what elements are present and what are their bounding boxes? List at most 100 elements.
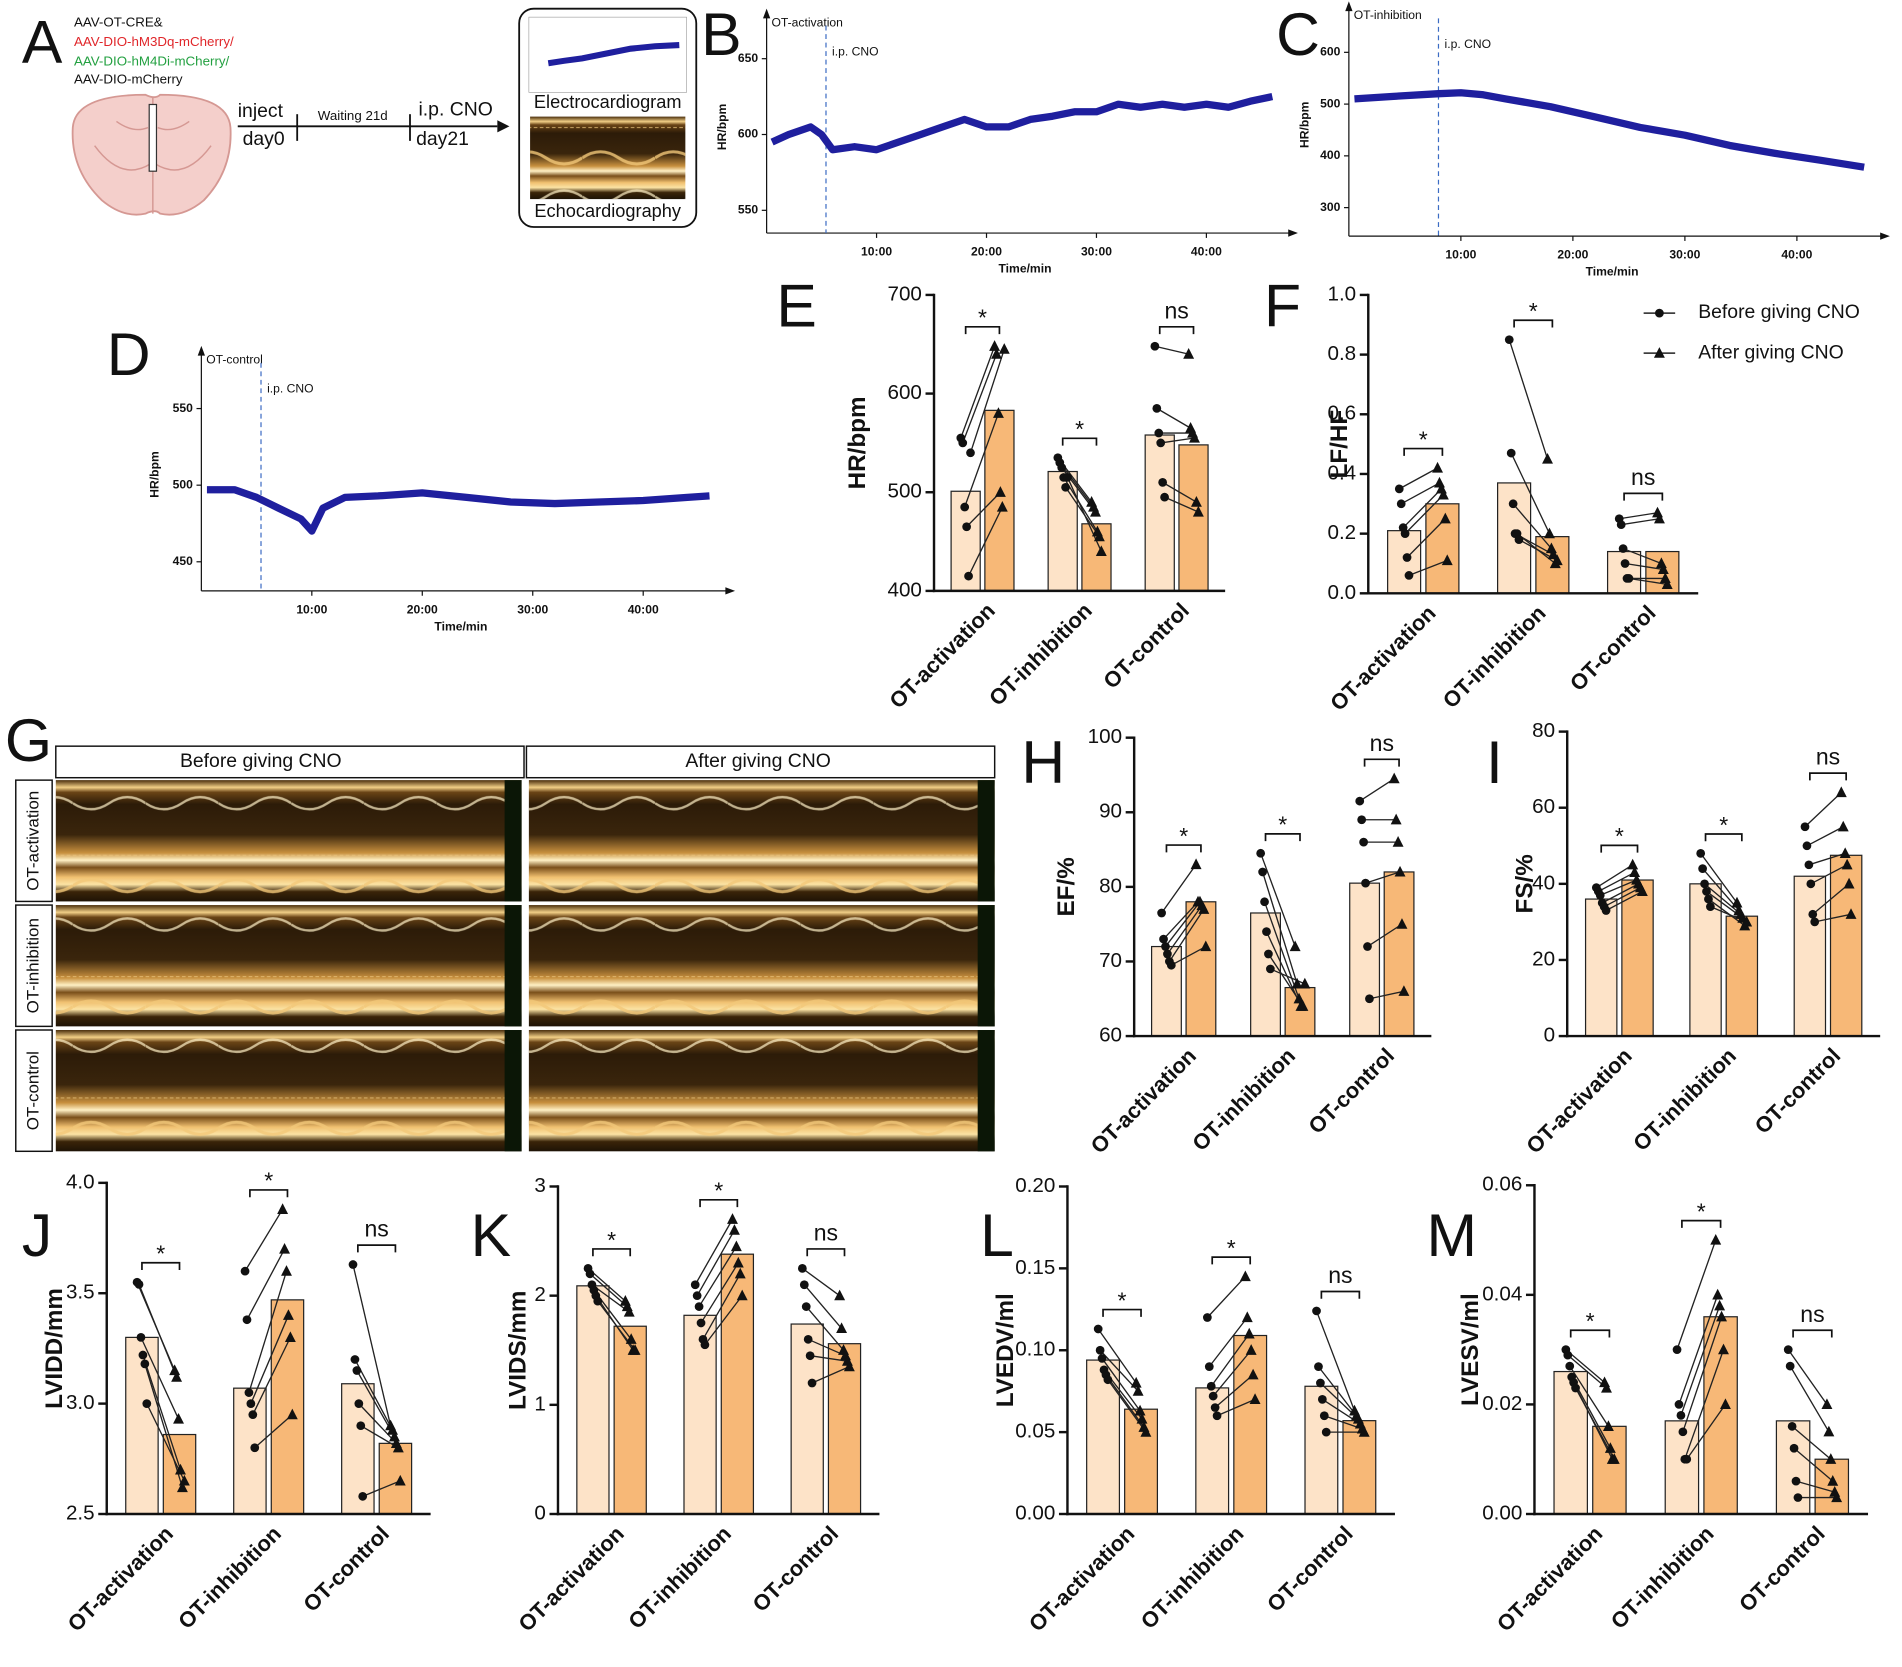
pair-line	[1795, 1480, 1835, 1493]
point-after	[1823, 1425, 1835, 1437]
point-after	[277, 1203, 289, 1214]
pair-line	[1059, 462, 1095, 508]
panel-letter: A	[22, 7, 63, 75]
pair-line	[1596, 864, 1634, 889]
sig-label: ns	[1328, 1262, 1352, 1288]
point-before	[797, 1263, 807, 1273]
recording-label: Echocardiography	[534, 201, 682, 221]
point-after	[1839, 847, 1851, 859]
timeline-label: day21	[416, 128, 469, 150]
sig-bracket	[357, 1244, 397, 1253]
y-tick-label: 0.05	[1015, 1420, 1055, 1443]
pair-line	[1260, 853, 1296, 947]
sig-bracket	[1623, 492, 1664, 501]
y-tick-label: 0	[1544, 1024, 1555, 1047]
point-after	[1841, 858, 1853, 870]
pair-line	[805, 1306, 845, 1351]
point-before	[1804, 860, 1814, 870]
point-after	[998, 343, 1010, 354]
pair-line	[698, 1246, 737, 1307]
point-after	[1189, 431, 1200, 443]
point-before	[1704, 894, 1713, 904]
panel-letter: D	[107, 320, 151, 388]
mini-ecg-trace	[547, 42, 680, 67]
y-tick-label: 0.00	[1015, 1501, 1055, 1524]
point-before	[1210, 1403, 1220, 1412]
point-before	[1396, 499, 1406, 509]
sig-bracket	[1681, 1219, 1722, 1228]
point-after	[279, 1243, 291, 1254]
vector-label: AAV-DIO-hM3Dq-mCherry/	[74, 34, 234, 49]
point-before	[1616, 520, 1626, 530]
point-before	[960, 502, 970, 512]
pair-line	[1166, 905, 1203, 955]
bar	[1621, 879, 1654, 1037]
sig-bracket	[806, 1248, 846, 1257]
bar	[1793, 875, 1827, 1037]
pair-line	[1398, 467, 1438, 490]
pair-line	[967, 506, 1003, 577]
point-after	[1192, 505, 1204, 517]
pair-line	[358, 1403, 397, 1444]
pair-line	[1567, 1354, 1607, 1389]
point-after	[1358, 1426, 1370, 1437]
row-header	[15, 1029, 53, 1153]
pair-line	[1208, 1317, 1248, 1368]
sig-bracket	[1165, 844, 1202, 853]
bar	[984, 409, 1015, 592]
point-before	[958, 438, 968, 448]
y-axis-label: LVIDS/mm	[505, 1291, 532, 1410]
point-before	[1266, 964, 1275, 974]
row-header	[15, 904, 53, 1028]
point-before	[1063, 473, 1072, 482]
point-before	[1514, 535, 1524, 544]
point-before	[1365, 994, 1374, 1004]
y-tick-label: 100	[1088, 725, 1122, 748]
x-tick-label: OT-inhibition	[623, 1521, 736, 1634]
sig-bracket	[141, 1261, 181, 1271]
point-after	[1289, 940, 1301, 952]
pair-line	[1163, 901, 1199, 940]
pair-line	[1622, 547, 1662, 565]
pair-line	[1210, 1333, 1250, 1387]
point-after	[1843, 877, 1855, 889]
point-before	[696, 1318, 706, 1328]
axis-arrow	[197, 345, 205, 356]
y-tick-label: 600	[887, 381, 921, 404]
y-tick-label: 0.6	[1327, 402, 1356, 425]
sig-label: ns	[1631, 464, 1655, 490]
point-before	[1159, 934, 1168, 944]
point-before	[1785, 1361, 1795, 1371]
point-after	[1712, 1288, 1724, 1300]
point-before	[1674, 1400, 1684, 1409]
pair-line	[1510, 452, 1551, 534]
sig-label: *	[1615, 823, 1624, 849]
point-after	[619, 1295, 631, 1306]
pair-line	[1164, 496, 1199, 513]
pair-line	[966, 491, 1001, 528]
point-after	[175, 1463, 186, 1475]
point-before	[1700, 879, 1709, 889]
vector-label: AAV-DIO-mCherry	[74, 72, 183, 87]
y-tick-label: 0.06	[1482, 1173, 1522, 1196]
y-tick-label: 80	[1532, 719, 1555, 742]
y-tick-label: 70	[1099, 949, 1122, 972]
sig-label: *	[1179, 823, 1188, 849]
pair-line	[1624, 562, 1664, 571]
point-after	[281, 1265, 292, 1276]
point-after	[1719, 1398, 1731, 1410]
pair-line	[1678, 1294, 1719, 1405]
point-before	[1787, 1421, 1797, 1431]
pair-line	[1170, 945, 1207, 966]
pair-line	[1261, 871, 1298, 985]
pair-line	[1680, 1305, 1721, 1416]
sig-label: *	[1419, 426, 1428, 452]
point-before	[803, 1334, 813, 1344]
x-tick-label: 40:00	[628, 603, 659, 617]
arrow	[497, 120, 510, 133]
chart-title: OT-control	[206, 353, 263, 367]
point-before	[593, 1296, 603, 1306]
point-before	[1571, 1383, 1580, 1393]
point-after	[1388, 772, 1400, 784]
